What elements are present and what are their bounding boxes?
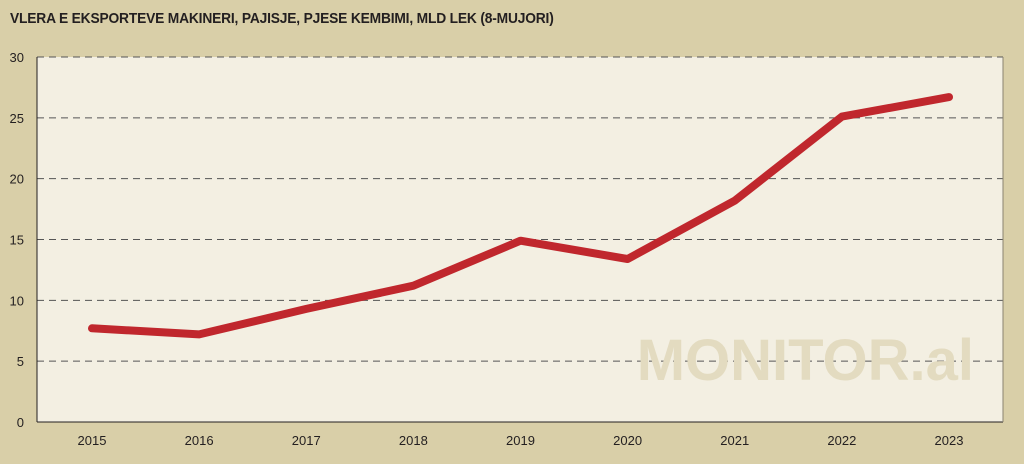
series-group — [88, 93, 953, 339]
axes — [36, 57, 1004, 423]
gridlines — [37, 56, 1003, 362]
y-tick-label: 15 — [10, 233, 24, 248]
x-tick-label: 2016 — [185, 433, 214, 448]
x-tick-label: 2020 — [613, 433, 642, 448]
y-tick-label: 5 — [17, 354, 24, 369]
x-axis-ticks: 2015 2016 2017 2018 2019 2020 2021 2022 2023 — [78, 433, 964, 448]
watermark: MONITOR.al — [637, 328, 974, 393]
x-tick-label: 2015 — [78, 433, 107, 448]
y-tick-label: 10 — [10, 293, 24, 308]
y-tick-label: 0 — [17, 415, 24, 430]
x-tick-label: 2022 — [827, 433, 856, 448]
y-tick-label: 20 — [10, 172, 24, 187]
x-tick-label: 2019 — [506, 433, 535, 448]
x-tick-label: 2023 — [935, 433, 964, 448]
y-tick-label: 25 — [10, 111, 24, 126]
y-axis-ticks: 0 5 10 15 20 25 30 — [10, 50, 24, 430]
chart-title: VLERA E EKSPORTEVE MAKINERI, PAJISJE, PJ… — [10, 10, 554, 27]
x-tick-label: 2017 — [292, 433, 321, 448]
x-tick-label: 2021 — [720, 433, 749, 448]
series-line — [88, 93, 953, 339]
x-tick-label: 2018 — [399, 433, 428, 448]
y-tick-label: 30 — [10, 50, 24, 65]
